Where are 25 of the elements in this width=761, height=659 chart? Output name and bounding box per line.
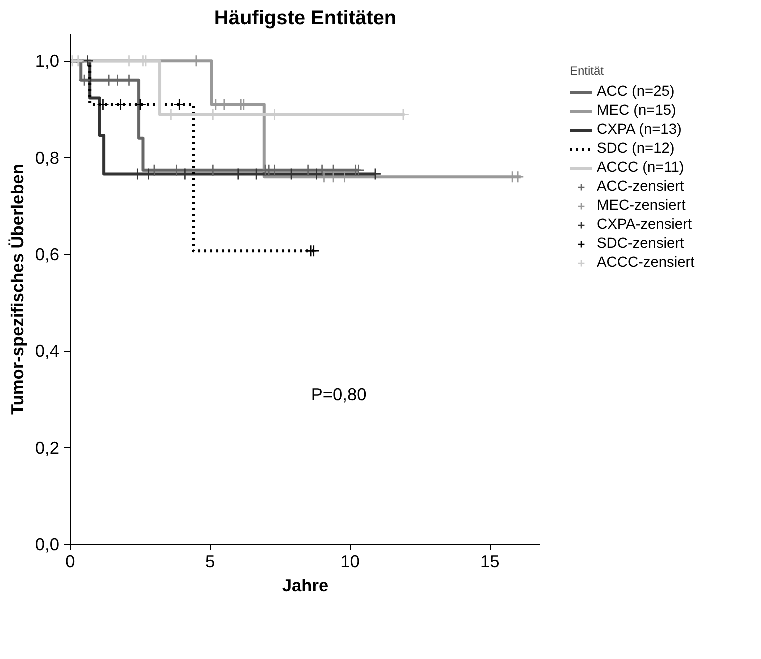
y-tick-label: 0,6 bbox=[35, 244, 60, 264]
x-tick-label: 10 bbox=[340, 552, 360, 572]
legend-label: SDC-zensiert bbox=[597, 235, 684, 253]
y-axis-title: Tumor-spezifisches Überleben bbox=[7, 164, 28, 415]
y-tick-label: 0,8 bbox=[35, 148, 60, 168]
legend-label: ACC (n=25) bbox=[597, 83, 675, 101]
y-tick-label: 0,4 bbox=[35, 341, 60, 362]
legend-label: MEC-zensiert bbox=[597, 197, 686, 215]
y-tick-label: 0,2 bbox=[35, 438, 60, 458]
legend-label: ACC-zensiert bbox=[597, 178, 684, 196]
legend-label: MEC (n=15) bbox=[597, 102, 676, 120]
legend-title: Entität bbox=[570, 64, 606, 78]
legend-label: CXPA-zensiert bbox=[597, 216, 692, 234]
legend-label: CXPA (n=13) bbox=[597, 121, 682, 139]
legend-label: SDC (n=12) bbox=[597, 140, 675, 158]
x-tick-label: 15 bbox=[480, 552, 500, 572]
y-tick-label: 1,0 bbox=[35, 51, 60, 72]
annotation: P=0,80 bbox=[311, 384, 367, 404]
y-tick-label: 0,0 bbox=[35, 534, 60, 554]
chart-title: Häufigste Entitäten bbox=[214, 8, 397, 30]
x-tick-label: 0 bbox=[66, 552, 76, 572]
legend-label: ACCC (n=11) bbox=[597, 159, 684, 177]
x-axis-title: Jahre bbox=[282, 576, 329, 596]
legend-label: ACCC-zensiert bbox=[597, 254, 695, 272]
x-tick-label: 5 bbox=[206, 552, 216, 572]
